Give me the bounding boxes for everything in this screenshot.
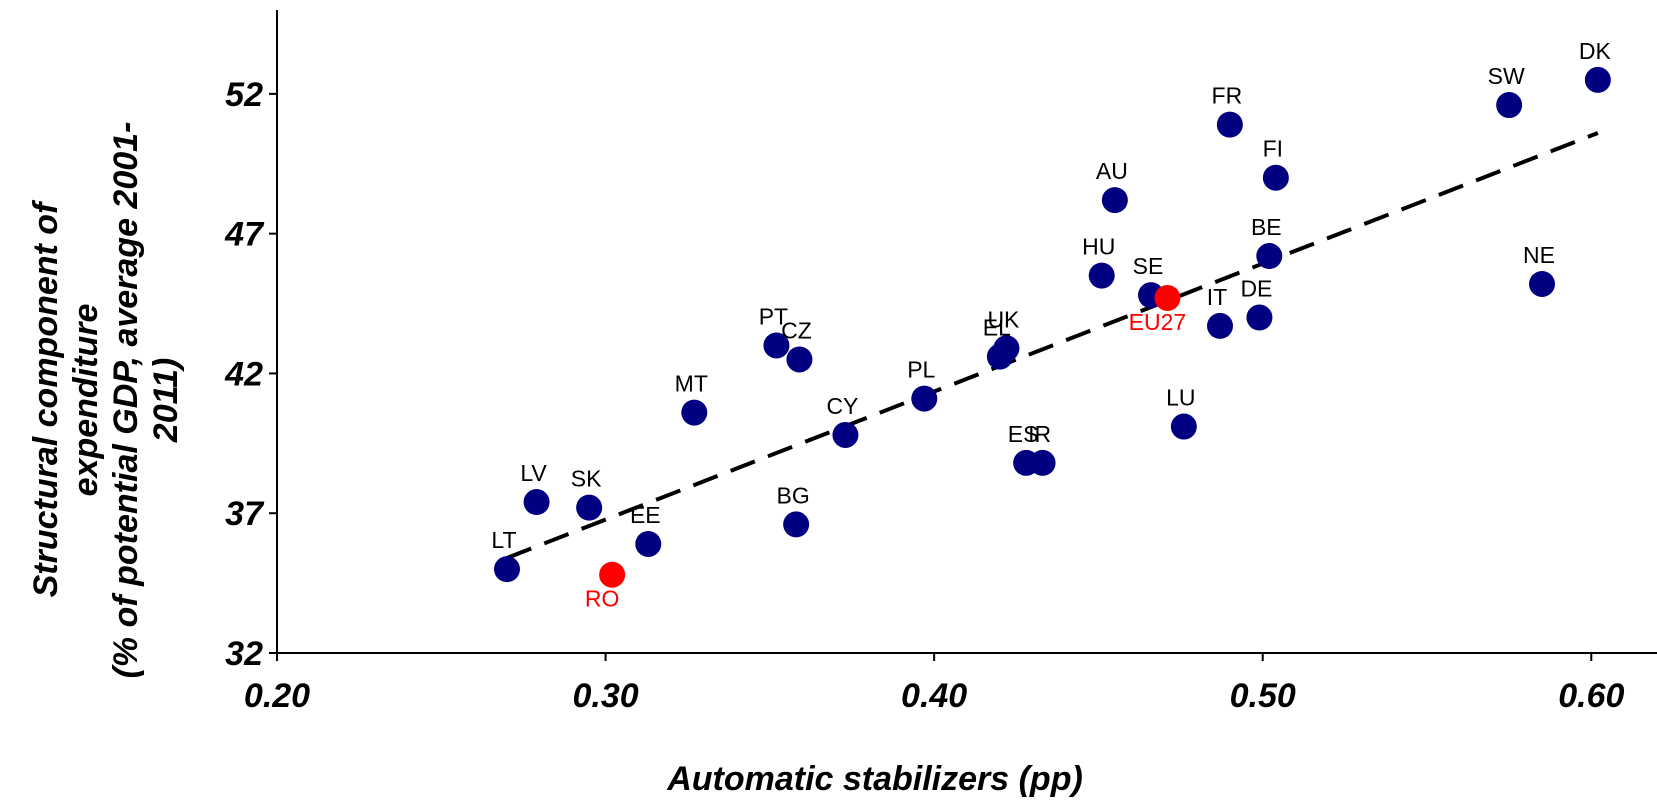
data-label-bg: BG xyxy=(777,482,810,508)
data-point-fr xyxy=(1216,111,1243,138)
data-point-mt xyxy=(681,399,708,426)
data-point-lt xyxy=(494,556,520,583)
data-point-ro xyxy=(599,561,626,588)
y-axis-title: Structural component of expenditure (% of … xyxy=(27,122,185,679)
data-point-be xyxy=(1256,243,1283,270)
data-point-eu27 xyxy=(1154,284,1181,311)
data-label-ne: NE xyxy=(1523,242,1555,268)
data-label-es: ES xyxy=(1008,421,1039,447)
data-label-el: EL xyxy=(983,315,1011,341)
data-label-cz: CZ xyxy=(781,317,812,343)
data-label-pt: PT xyxy=(759,303,788,329)
data-point-ee xyxy=(635,530,662,557)
data-point-fi xyxy=(1262,164,1289,191)
data-point-lv xyxy=(523,489,550,516)
data-point-it xyxy=(1207,312,1233,339)
y-tick-label: 52 xyxy=(225,76,263,114)
data-label-fr: FR xyxy=(1212,83,1243,109)
data-point-ne xyxy=(1529,270,1555,297)
data-point-de xyxy=(1246,304,1273,331)
points-layer xyxy=(494,66,1611,588)
data-label-au: AU xyxy=(1096,158,1128,184)
data-label-lu: LU xyxy=(1166,385,1195,411)
data-point-pt xyxy=(763,332,790,359)
data-label-ir: IR xyxy=(1028,421,1051,447)
data-label-dk: DK xyxy=(1579,38,1612,64)
y-axis-title-line: (% of potential GDP, average 2001- xyxy=(107,122,145,679)
data-point-hu xyxy=(1088,262,1115,289)
data-point-uk xyxy=(993,335,1020,362)
data-label-lt: LT xyxy=(491,527,516,553)
trend-line xyxy=(506,131,1599,560)
y-axis-title-line: expenditure xyxy=(67,304,105,497)
data-label-ee: EE xyxy=(630,502,661,528)
data-label-pl: PL xyxy=(907,357,935,383)
data-point-dk xyxy=(1584,66,1611,93)
data-label-it: IT xyxy=(1207,284,1227,310)
x-tick-label: 0.30 xyxy=(572,677,638,715)
data-label-ro: RO xyxy=(585,586,620,612)
data-point-sw xyxy=(1496,92,1523,119)
data-label-lv: LV xyxy=(520,460,547,486)
y-tick-label: 47 xyxy=(224,216,265,254)
y-tick-label: 32 xyxy=(225,635,263,673)
data-label-sk: SK xyxy=(571,466,602,492)
x-tick-label: 0.50 xyxy=(1230,677,1296,715)
x-tick-label: 0.60 xyxy=(1558,677,1624,715)
data-point-cy xyxy=(832,421,859,448)
data-label-mt: MT xyxy=(675,371,708,397)
data-label-fi: FI xyxy=(1263,136,1283,162)
axes-layer: 32 37 42 47 52 0.20 0.30 0.40 0.50 0.60 xyxy=(224,10,1657,715)
data-point-au xyxy=(1101,187,1128,214)
data-point-lu xyxy=(1170,413,1197,440)
data-point-cz xyxy=(786,346,813,373)
y-tick-label: 42 xyxy=(224,355,263,393)
trendline-layer xyxy=(506,131,1599,560)
data-point-sk xyxy=(576,494,603,521)
y-axis-title-line: 2011) xyxy=(147,358,185,443)
data-point-bg xyxy=(783,511,810,538)
data-label-be: BE xyxy=(1251,214,1282,240)
x-tick-label: 0.40 xyxy=(901,677,967,715)
data-label-uk: UK xyxy=(987,306,1020,332)
y-axis-title-line: Structural component of xyxy=(27,199,65,597)
data-label-de: DE xyxy=(1240,276,1272,302)
data-point-ir xyxy=(1029,449,1056,476)
x-axis-title: Automatic stabilizers (pp) xyxy=(666,760,1083,798)
data-label-se: SE xyxy=(1133,253,1164,279)
data-label-cy: CY xyxy=(826,393,858,419)
x-tick-label: 0.20 xyxy=(244,677,310,715)
data-label-eu27: EU27 xyxy=(1129,309,1187,335)
data-point-pl xyxy=(911,385,938,412)
data-label-sw: SW xyxy=(1488,63,1525,89)
y-tick-label: 37 xyxy=(225,495,265,533)
data-label-hu: HU xyxy=(1082,234,1115,260)
